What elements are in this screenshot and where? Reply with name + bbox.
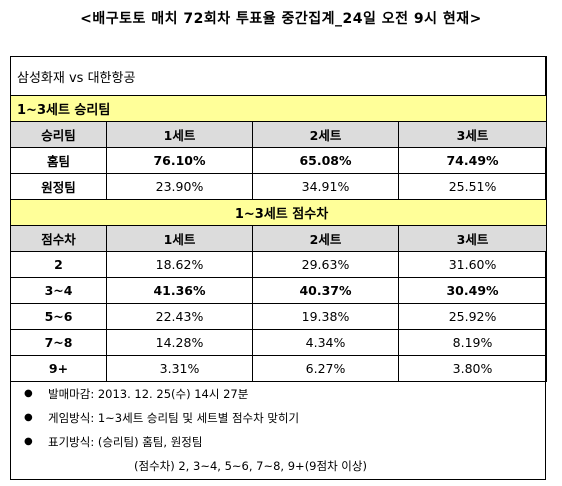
header-cell: 3세트 — [397, 225, 548, 252]
header-cell: 1세트 — [106, 121, 253, 148]
value-cell: 18.62% — [106, 251, 253, 278]
value-cell: 29.63% — [252, 251, 399, 278]
header-cell: 1세트 — [106, 225, 253, 252]
bullet-icon: ● — [24, 412, 33, 423]
table-row: 원정팀 23.90% 34.91% 25.51% — [10, 173, 548, 200]
value-cell: 74.49% — [397, 147, 548, 174]
row-label: 7~8 — [10, 329, 107, 356]
note-notation: ● 표기방식: (승리팀) 홈팀, 원정팀 — [20, 430, 540, 454]
value-cell: 23.90% — [106, 173, 253, 200]
table-row: 홈팀 76.10% 65.08% 74.49% — [10, 147, 548, 174]
section-winner-title: 1~3세트 승리팀 — [9, 95, 548, 122]
note-text: 게임방식: 1~3세트 승리팀 및 세트별 점수차 맞히기 — [48, 411, 300, 425]
value-cell: 25.51% — [397, 173, 548, 200]
value-cell: 14.28% — [106, 329, 253, 356]
note-text: 발매마감: 2013. 12. 25(수) 14시 27분 — [48, 387, 249, 401]
bullet-icon: ● — [24, 388, 33, 399]
bullet-icon: ● — [24, 436, 33, 447]
row-label: 5~6 — [10, 303, 107, 330]
header-cell: 2세트 — [252, 225, 399, 252]
value-cell: 6.27% — [252, 355, 399, 382]
value-cell: 34.91% — [252, 173, 399, 200]
row-label-home: 홈팀 — [10, 147, 107, 174]
notes-list: ● 발매마감: 2013. 12. 25(수) 14시 27분 ● 게임방식: … — [20, 382, 540, 478]
row-label: 3~4 — [10, 277, 107, 304]
value-cell: 3.31% — [106, 355, 253, 382]
score-header-row: 점수차 1세트 2세트 3세트 — [10, 225, 548, 252]
value-cell: 4.34% — [252, 329, 399, 356]
row-label: 9+ — [10, 355, 107, 382]
table-row: 2 18.62% 29.63% 31.60% — [10, 251, 548, 278]
section-score-title: 1~3세트 점수차 — [9, 199, 548, 226]
table-row: 3~4 41.36% 40.37% 30.49% — [10, 277, 548, 304]
value-cell: 40.37% — [252, 277, 399, 304]
value-cell: 3.80% — [397, 355, 548, 382]
table-row: 9+ 3.31% 6.27% 3.80% — [10, 355, 548, 382]
value-cell: 25.92% — [397, 303, 548, 330]
note-text: 표기방식: (승리팀) 홈팀, 원정팀 — [48, 435, 203, 449]
header-cell: 점수차 — [10, 225, 107, 252]
value-cell: 31.60% — [397, 251, 548, 278]
value-cell: 65.08% — [252, 147, 399, 174]
match-title: 삼성화재 vs 대한항공 — [9, 56, 548, 96]
row-label-away: 원정팀 — [10, 173, 107, 200]
header-cell: 2세트 — [252, 121, 399, 148]
page-title: <배구토토 매치 72회차 투표율 중간집계_24일 오전 9시 현재> — [80, 11, 482, 27]
note-text: (점수차) 2, 3~4, 5~6, 7~8, 9+(9점차 이상) — [134, 459, 367, 473]
note-deadline: ● 발매마감: 2013. 12. 25(수) 14시 27분 — [20, 382, 540, 406]
value-cell: 22.43% — [106, 303, 253, 330]
value-cell: 8.19% — [397, 329, 548, 356]
value-cell: 76.10% — [106, 147, 253, 174]
value-cell: 41.36% — [106, 277, 253, 304]
value-cell: 19.38% — [252, 303, 399, 330]
header-cell: 3세트 — [397, 121, 548, 148]
note-method: ● 게임방식: 1~3세트 승리팀 및 세트별 점수차 맞히기 — [20, 406, 540, 430]
row-label: 2 — [10, 251, 107, 278]
table-row: 5~6 22.43% 19.38% 25.92% — [10, 303, 548, 330]
note-notation-score: (점수차) 2, 3~4, 5~6, 7~8, 9+(9점차 이상) — [20, 454, 540, 478]
header-cell: 승리팀 — [10, 121, 107, 148]
vote-table: 삼성화재 vs 대한항공 1~3세트 승리팀 승리팀 1세트 2세트 3세트 홈… — [9, 56, 548, 382]
winner-header-row: 승리팀 1세트 2세트 3세트 — [10, 121, 548, 148]
value-cell: 30.49% — [397, 277, 548, 304]
table-row: 7~8 14.28% 4.34% 8.19% — [10, 329, 548, 356]
